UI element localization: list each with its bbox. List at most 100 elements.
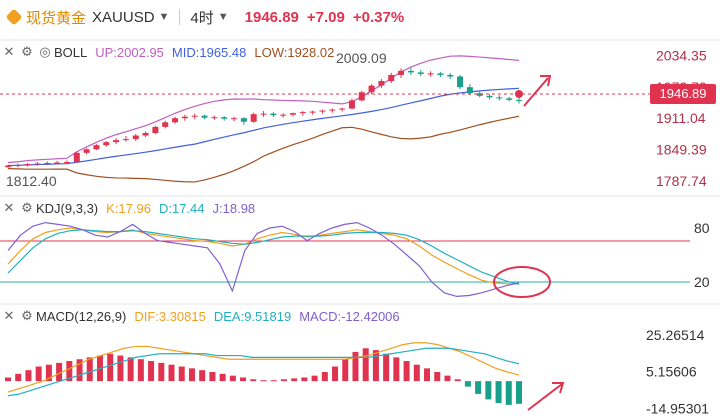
candle-body (496, 97, 503, 99)
candlesticks (5, 67, 522, 169)
macd-histogram (5, 348, 522, 405)
candle-body (103, 142, 110, 146)
candle-body (5, 165, 11, 168)
macd-bar (454, 379, 461, 382)
candle-body (476, 93, 483, 96)
macd-bar (76, 359, 83, 382)
macd-bar (383, 353, 390, 382)
candle-body (44, 163, 51, 165)
candle-body (289, 113, 296, 115)
candle-body (368, 85, 375, 93)
candle-body (417, 72, 424, 74)
candle-body (329, 109, 336, 111)
close-icon[interactable]: ✕ (3, 44, 15, 59)
macd-bar (5, 377, 11, 382)
macd-bar (291, 378, 298, 382)
candle-body (407, 70, 414, 73)
macd-bar (25, 370, 32, 382)
candle-body (221, 117, 228, 119)
instrument-symbol[interactable]: XAUUSD (92, 8, 155, 26)
timeframe-selector[interactable]: 4时 (190, 9, 214, 27)
kdj-axis: 80 20 (694, 220, 710, 290)
boll-low-value: LOW:1928.02 (254, 44, 335, 60)
candle-body (427, 73, 434, 75)
candle-body (83, 149, 90, 153)
kdj-k-line (7, 227, 520, 285)
macd-bar (332, 366, 339, 382)
macd-bar (188, 368, 195, 382)
price-tick-label: 1849.39 (656, 142, 707, 158)
gear-icon[interactable]: ⚙ (21, 44, 33, 59)
kdj-j-value: J:18.98 (212, 200, 256, 216)
candle-body (299, 112, 306, 114)
macd-bar (56, 362, 63, 382)
kdj-tick-label: 80 (694, 220, 710, 236)
macd-bar (372, 350, 379, 382)
kdj-legend: ✕ ⚙ KDJ(9,3,3) K:17.96 D:17.44 J:18.98 (0, 198, 263, 218)
kdj-k-value: K:17.96 (106, 200, 151, 216)
macd-macd-value: MACD:-12.42006 (299, 308, 400, 324)
kdj-cross-circle (493, 266, 551, 298)
divider (179, 9, 181, 25)
candle-body (181, 116, 188, 119)
candle-body (34, 163, 41, 165)
macd-bar (250, 379, 257, 382)
candle-body (54, 162, 61, 164)
candle-body (319, 110, 326, 112)
macd-dif-value: DIF:3.30815 (134, 308, 206, 324)
macd-bar (403, 361, 410, 382)
candle-body (152, 126, 159, 133)
macd-bar (311, 375, 318, 382)
macd-bar (199, 370, 206, 382)
macd-bar (352, 351, 359, 382)
candle-body (201, 115, 208, 118)
macd-legend: ✕ ⚙ MACD(12,26,9) DIF:3.30815 DEA:9.5181… (0, 306, 408, 326)
macd-bar (362, 348, 369, 382)
instrument-name[interactable]: 现货黄金 (26, 9, 87, 27)
boll-legend: ✕ ⚙ ◎ BOLL UP:2002.95 MID:1965.48 LOW:19… (0, 42, 342, 62)
candle-body (73, 152, 80, 162)
chart-header: 现货黄金 XAUUSD ▼ 4时 ▼ 1946.89 +7.09 +0.37% (0, 0, 720, 34)
macd-tick-label: 5.15606 (646, 364, 697, 380)
macd-bar (424, 368, 431, 382)
price-tick-label: 1911.04 (656, 110, 706, 126)
price-tick-label: 1787.74 (656, 173, 707, 189)
macd-gear-icon[interactable]: ⚙ (21, 308, 33, 323)
macd-bar (127, 357, 134, 382)
candle-body (162, 122, 169, 127)
macd-close-icon[interactable]: ✕ (3, 308, 15, 323)
candle-body (250, 114, 257, 122)
kdj-close-icon[interactable]: ✕ (3, 200, 15, 215)
eye-icon[interactable]: ◎ (39, 44, 51, 59)
candle-body (280, 114, 287, 116)
macd-bar (342, 359, 349, 382)
macd-bar (413, 364, 420, 382)
macd-bar (168, 364, 175, 382)
candle-body (358, 92, 365, 101)
macd-bar (178, 366, 185, 382)
timeframe-chevron-down-icon[interactable]: ▼ (217, 11, 229, 23)
macd-bar (485, 381, 492, 400)
macd-bar (45, 364, 52, 382)
chevron-down-icon[interactable]: ▼ (158, 11, 170, 23)
candle-body (240, 118, 247, 122)
macd-bar (35, 366, 42, 382)
candle-body (309, 111, 316, 113)
macd-up-arrow (527, 383, 563, 411)
boll-bands (7, 55, 520, 183)
candle-body (14, 165, 21, 167)
candle-body (113, 140, 120, 143)
macd-bar (209, 372, 216, 382)
candle-body (63, 162, 70, 163)
candle-body (457, 76, 464, 88)
macd-bar (393, 357, 400, 382)
annotation-low: 1812.40 (6, 173, 57, 189)
macd-bar (434, 372, 441, 382)
candle-body (339, 108, 346, 110)
macd-bar (270, 380, 277, 382)
boll-label: BOLL (54, 44, 88, 60)
kdj-gear-icon[interactable]: ⚙ (21, 200, 33, 215)
candle-body (466, 87, 473, 94)
